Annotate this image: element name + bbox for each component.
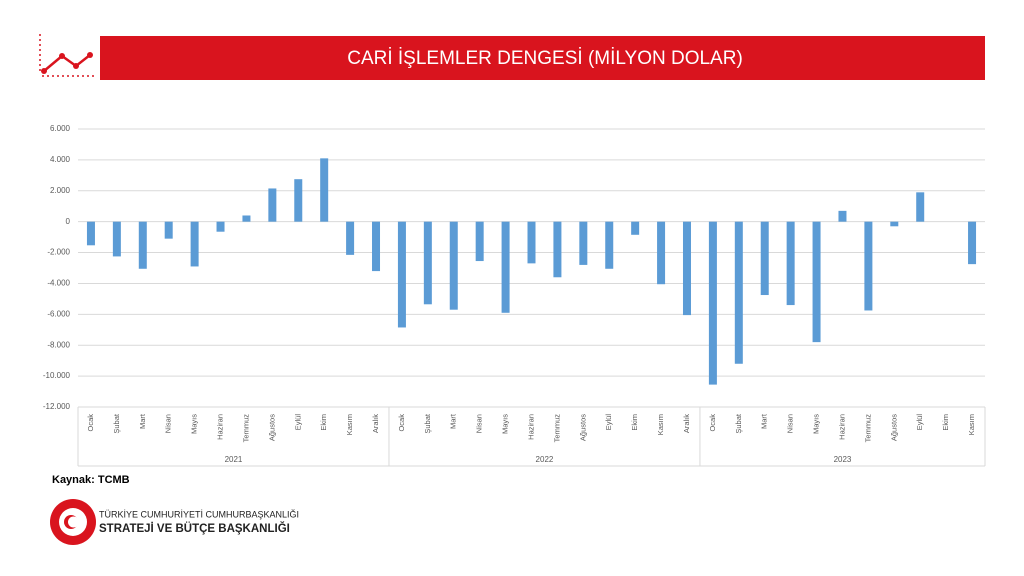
bar bbox=[216, 221, 225, 232]
logo bbox=[50, 499, 96, 545]
bar bbox=[605, 221, 614, 269]
x-tick-label: Kasım bbox=[345, 414, 354, 435]
x-tick-label: Ekim bbox=[630, 414, 639, 431]
bar bbox=[657, 221, 666, 285]
icon-line bbox=[43, 54, 91, 72]
org-line2: STRATEJİ VE BÜTÇE BAŞKANLIĞI bbox=[99, 522, 290, 535]
x-tick-label: Haziran bbox=[837, 414, 846, 440]
x-tick-label: Aralık bbox=[682, 414, 691, 433]
bar bbox=[294, 179, 303, 222]
x-tick-label: Kasım bbox=[656, 414, 665, 435]
bar bbox=[501, 221, 510, 313]
bar bbox=[242, 215, 251, 222]
y-tick-label: 2.000 bbox=[50, 186, 71, 195]
x-tick-label: Eylül bbox=[915, 414, 924, 431]
bar bbox=[890, 221, 899, 227]
chart-title: CARİ İŞLEMLER DENGESİ (MİLYON DOLAR) bbox=[347, 48, 743, 69]
x-tick-label: Eylül bbox=[604, 414, 613, 431]
x-tick-label: Ağustos bbox=[889, 414, 898, 441]
bar bbox=[786, 221, 795, 306]
bar bbox=[423, 221, 432, 305]
x-tick-label: Ağustos bbox=[267, 414, 276, 441]
x-tick-label: Mayıs bbox=[190, 414, 199, 434]
bar bbox=[268, 188, 277, 222]
bar bbox=[553, 221, 562, 278]
x-tick-label: Nisan bbox=[786, 414, 795, 433]
x-tick-label: Haziran bbox=[216, 414, 225, 440]
x-tick-label: Ağustos bbox=[578, 414, 587, 441]
y-tick-label: -6.000 bbox=[47, 309, 70, 318]
bar bbox=[112, 221, 121, 257]
bar bbox=[320, 158, 329, 222]
bar bbox=[864, 221, 873, 311]
bar bbox=[86, 221, 95, 246]
bar bbox=[164, 221, 173, 239]
icon-dot bbox=[59, 53, 65, 59]
x-tick-label: Mart bbox=[760, 413, 769, 429]
bar bbox=[475, 221, 484, 262]
x-tick-label: Haziran bbox=[526, 414, 535, 440]
group-label: 2022 bbox=[536, 455, 554, 464]
x-tick-label: Temmuz bbox=[863, 414, 872, 443]
y-tick-label: -8.000 bbox=[47, 340, 70, 349]
logo-crescent-cut bbox=[68, 516, 79, 528]
x-tick-label: Şubat bbox=[112, 413, 121, 434]
bar bbox=[449, 221, 458, 310]
title-bar bbox=[100, 36, 985, 80]
bar bbox=[631, 221, 640, 235]
org-line1: TÜRKİYE CUMHURİYETİ CUMHURBAŞKANLIĞI bbox=[99, 509, 299, 519]
icon-dot bbox=[73, 63, 79, 69]
x-tick-label: Temmuz bbox=[241, 414, 250, 443]
x-tick-label: Nisan bbox=[475, 414, 484, 433]
x-tick-label: Mayıs bbox=[501, 414, 510, 434]
x-tick-label: Ocak bbox=[708, 414, 717, 432]
bar bbox=[579, 221, 588, 265]
bar bbox=[372, 221, 381, 272]
x-tick-label: Mart bbox=[449, 413, 458, 429]
y-tick-label: 6.000 bbox=[50, 124, 71, 133]
bar bbox=[708, 221, 717, 385]
source: Kaynak: TCMB bbox=[52, 474, 130, 486]
x-tick-label: Ocak bbox=[86, 414, 95, 432]
bar bbox=[812, 221, 821, 343]
bar bbox=[734, 221, 743, 364]
bar bbox=[682, 221, 691, 316]
bar bbox=[346, 221, 355, 255]
bar bbox=[138, 221, 147, 269]
bar bbox=[968, 221, 977, 265]
y-tick-label: 4.000 bbox=[50, 155, 71, 164]
x-tick-label: Ocak bbox=[397, 414, 406, 432]
bar bbox=[190, 221, 199, 267]
x-tick-label: Kasım bbox=[967, 414, 976, 435]
y-tick-label: -10.000 bbox=[43, 371, 71, 380]
x-tick-label: Aralık bbox=[371, 414, 380, 433]
x-tick-label: Mayıs bbox=[812, 414, 821, 434]
x-tick-label: Ekim bbox=[941, 414, 950, 431]
header-icon bbox=[39, 34, 96, 77]
x-tick-label: Temmuz bbox=[552, 414, 561, 443]
icon-dot bbox=[87, 52, 93, 58]
bar bbox=[397, 221, 406, 328]
group-label: 2023 bbox=[834, 455, 852, 464]
x-tick-label: Ekim bbox=[319, 414, 328, 431]
bar bbox=[760, 221, 769, 296]
x-tick-label: Şubat bbox=[423, 413, 432, 434]
x-tick-label: Şubat bbox=[734, 413, 743, 434]
bar bbox=[838, 210, 847, 222]
bar bbox=[916, 192, 925, 222]
y-tick-label: -12.000 bbox=[43, 402, 71, 411]
x-tick-label: Eylül bbox=[293, 414, 302, 431]
group-label: 2021 bbox=[225, 455, 243, 464]
bar bbox=[527, 221, 536, 264]
icon-dot bbox=[41, 68, 47, 74]
y-tick-label: -2.000 bbox=[47, 248, 70, 257]
x-tick-label: Mart bbox=[138, 413, 147, 429]
y-tick-label: -4.000 bbox=[47, 279, 70, 288]
y-tick-label: 0 bbox=[66, 217, 71, 226]
x-tick-label: Nisan bbox=[164, 414, 173, 433]
